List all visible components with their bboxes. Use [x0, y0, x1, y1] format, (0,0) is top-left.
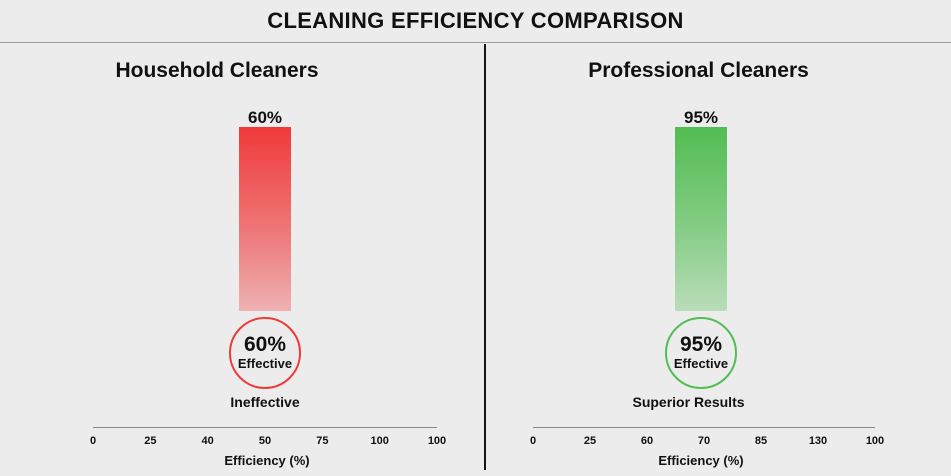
x-tick-label: 50	[258, 435, 272, 447]
x-tick-label: 60	[640, 435, 654, 447]
household-verdict: Ineffective	[230, 394, 300, 410]
chart-title: CLEANING EFFICIENCY COMPARISON	[267, 8, 684, 33]
household-effective-badge: 60% Effective	[229, 317, 301, 389]
professional-panel: Professional Cleaners 95% 95% Effective …	[486, 43, 951, 476]
x-tick-label: 0	[529, 435, 537, 447]
household-panel-title: Household Cleaners	[115, 59, 319, 82]
x-tick-label: 100	[427, 435, 447, 447]
x-tick-label: 75	[316, 435, 329, 447]
x-tick-label: 70	[697, 435, 711, 447]
household-bar-value-label: 60%	[247, 108, 283, 127]
professional-verdict: Superior Results	[632, 394, 745, 410]
professional-effective-badge: 95% Effective	[665, 317, 737, 389]
professional-bar	[675, 127, 727, 311]
panel-divider	[484, 44, 486, 470]
title-rule	[0, 42, 951, 43]
x-tick-label: 0	[89, 435, 97, 447]
household-panel: Household Cleaners 60% 60% Effective Ine…	[0, 43, 484, 476]
x-tick-label: 100	[370, 435, 389, 447]
professional-panel-title: Professional Cleaners	[588, 59, 809, 82]
x-tick-label: 40	[201, 435, 214, 447]
household-x-axis	[93, 427, 437, 428]
x-tick-label: 25	[583, 435, 597, 447]
professional-x-axis	[533, 427, 875, 428]
professional-badge-percent: 95%	[679, 333, 723, 356]
x-tick-label: 100	[865, 435, 885, 447]
professional-x-axis-label: Efficiency (%)	[658, 453, 744, 468]
professional-badge-text: Effective	[673, 356, 729, 371]
x-tick-label: 85	[754, 435, 768, 447]
household-bar	[239, 127, 291, 311]
household-badge-percent: 60%	[243, 333, 287, 356]
household-x-axis-label: Efficiency (%)	[224, 453, 310, 468]
x-tick-label: 130	[808, 435, 828, 447]
professional-bar-value-label: 95%	[683, 108, 719, 127]
x-tick-label: 25	[144, 435, 157, 447]
household-badge-text: Effective	[237, 356, 293, 371]
